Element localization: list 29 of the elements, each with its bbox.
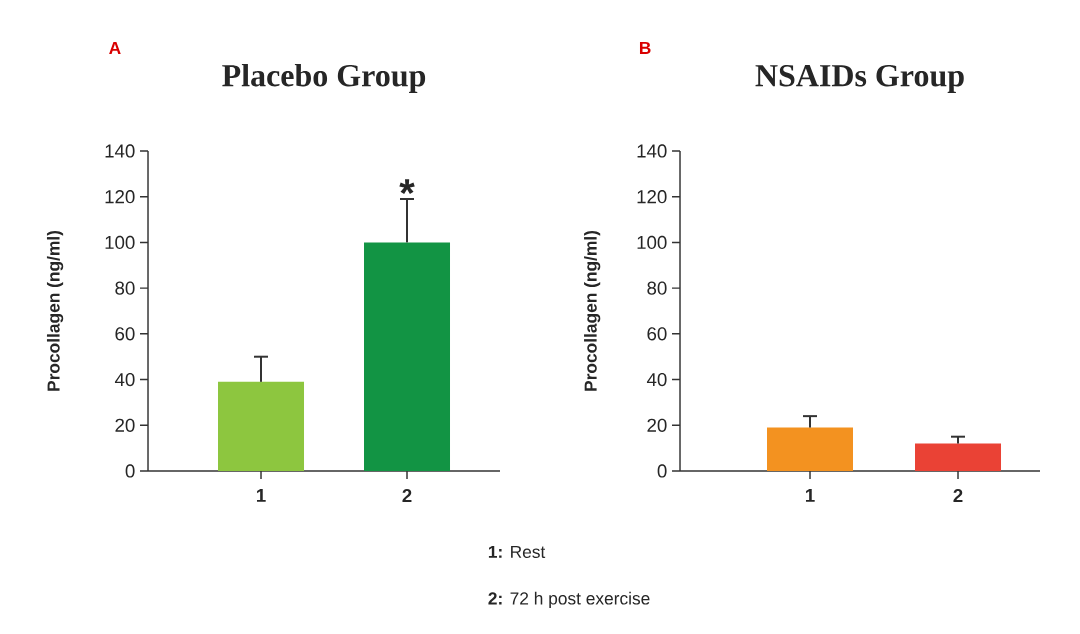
y-tick-label: 40 [114, 372, 135, 387]
annotation: * [399, 179, 415, 195]
y-tick-label: 80 [647, 281, 667, 295]
x-tick-label: 1 [256, 489, 266, 502]
y-tick-label: 60 [647, 327, 667, 341]
text: 2: 72 h post exercise [488, 591, 650, 609]
y-tick-label: 60 [115, 327, 135, 341]
x-tick-label: 1 [805, 489, 815, 502]
text: A [109, 41, 121, 54]
y-tick-label: 100 [637, 235, 667, 250]
text: 1: Rest [488, 545, 546, 558]
y-tick-label: 0 [125, 464, 135, 478]
y-tick-label: 120 [105, 190, 135, 204]
y-tick-label: 20 [647, 418, 667, 432]
y-tick-label: 40 [646, 372, 667, 387]
y-axis-title: Procollagen (ng/ml) [46, 230, 64, 391]
y-tick-label: 0 [657, 464, 667, 478]
y-tick-label: 100 [105, 235, 135, 250]
y-tick-label: 20 [115, 418, 135, 432]
text: B [639, 41, 651, 54]
y-axis-title: Procollagen (ng/ml) [584, 230, 601, 391]
y-tick-label: 140 [637, 144, 667, 158]
chart-title: NSAIDs Group [755, 64, 964, 93]
y-tick-label: 120 [637, 190, 667, 204]
x-tick-label: 2 [402, 489, 412, 503]
x-tick-label: 2 [953, 489, 963, 503]
chart-title: Placebo Group [222, 63, 426, 93]
y-tick-label: 140 [105, 144, 135, 158]
y-tick-label: 80 [115, 281, 135, 295]
